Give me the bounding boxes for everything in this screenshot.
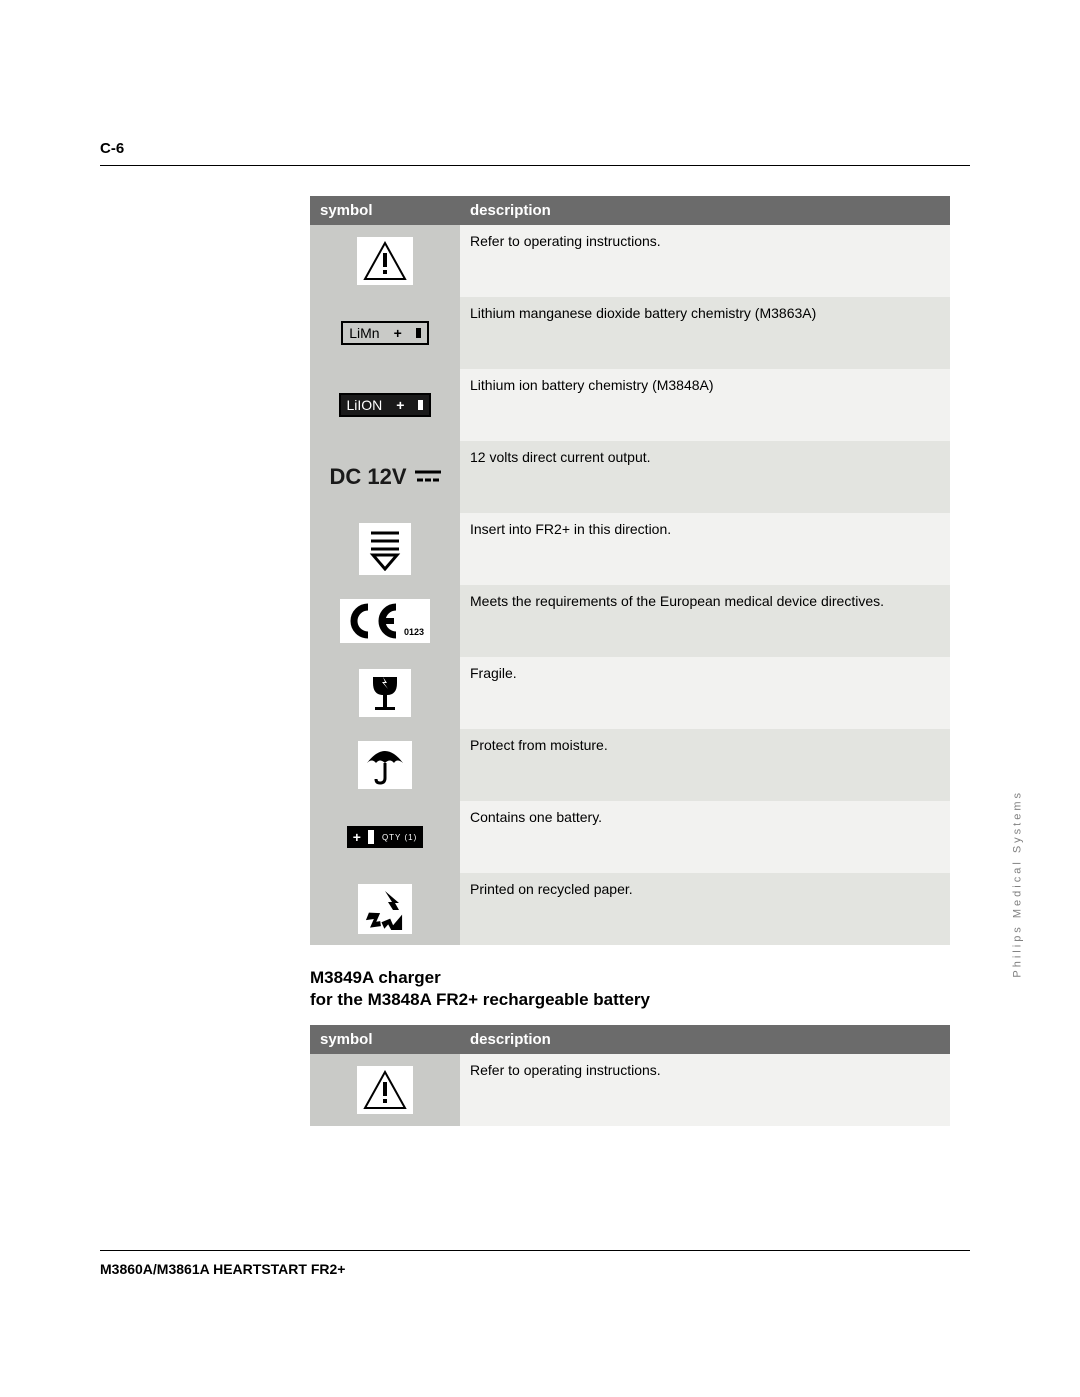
- liion-battery-icon: LiION +: [339, 393, 432, 417]
- table-row: Protect from moisture.: [310, 729, 950, 801]
- table-row: Refer to operating instructions.: [310, 1054, 950, 1126]
- table-row: DC 12V 12 volts direct current output.: [310, 441, 950, 513]
- section-title-line2: for the M3848A FR2+ rechargeable battery: [310, 990, 650, 1009]
- description-cell: Fragile.: [460, 657, 950, 729]
- description-cell: Insert into FR2+ in this direction.: [460, 513, 950, 585]
- limn-label: LiMn: [349, 325, 379, 341]
- qty-one-battery-icon: + QTY (1): [347, 826, 424, 848]
- table-header-row: symbol description: [310, 196, 950, 225]
- table-row: Printed on recycled paper.: [310, 873, 950, 945]
- symbol-cell: LiION +: [310, 369, 460, 441]
- page-number: C-6: [100, 140, 980, 157]
- limn-battery-icon: LiMn +: [341, 321, 429, 345]
- fragile-glass-icon: [359, 669, 411, 717]
- rule-top: [100, 165, 970, 166]
- description-cell: Refer to operating instructions.: [460, 225, 950, 297]
- insert-direction-icon: [359, 523, 411, 575]
- description-cell: Lithium manganese dioxide battery chemis…: [460, 297, 950, 369]
- symbol-cell: LiMn +: [310, 297, 460, 369]
- col-symbol: symbol: [310, 196, 460, 225]
- symbols-table-2: symbol description: [310, 1025, 950, 1126]
- table-row: + QTY (1) Contains one battery.: [310, 801, 950, 873]
- symbol-cell: [310, 1054, 460, 1126]
- description-cell: Refer to operating instructions.: [460, 1054, 950, 1126]
- symbol-cell: [310, 225, 460, 297]
- table-row: Refer to operating instructions.: [310, 225, 950, 297]
- dc12v-icon: DC 12V: [323, 460, 446, 494]
- page-footer: M3860A/M3861A HEARTSTART FR2+: [100, 1250, 970, 1277]
- description-cell: Meets the requirements of the European m…: [460, 585, 950, 657]
- recycle-icon: [358, 884, 412, 934]
- ce-mark-icon: 0123: [340, 599, 430, 643]
- symbol-cell: + QTY (1): [310, 801, 460, 873]
- section-title: M3849A charger for the M3848A FR2+ recha…: [310, 967, 950, 1011]
- symbol-cell: [310, 513, 460, 585]
- symbol-cell: 0123: [310, 585, 460, 657]
- description-cell: Protect from moisture.: [460, 729, 950, 801]
- table-row: LiMn + Lithium manganese dioxide battery…: [310, 297, 950, 369]
- side-publisher-text: Philips Medical Systems: [1012, 790, 1024, 978]
- dc12v-label: DC 12V: [329, 464, 406, 490]
- umbrella-icon: [358, 741, 412, 789]
- symbol-cell: [310, 873, 460, 945]
- table-row: Insert into FR2+ in this direction.: [310, 513, 950, 585]
- qty-label: QTY (1): [382, 833, 417, 842]
- symbol-cell: DC 12V: [310, 441, 460, 513]
- description-cell: Lithium ion battery chemistry (M3848A): [460, 369, 950, 441]
- col-description: description: [460, 1025, 950, 1054]
- caution-triangle-icon: [357, 1066, 413, 1114]
- table-row: Fragile.: [310, 657, 950, 729]
- col-symbol: symbol: [310, 1025, 460, 1054]
- ce-number: 0123: [404, 627, 424, 639]
- description-cell: Printed on recycled paper.: [460, 873, 950, 945]
- page: C-6 symbol description: [0, 0, 1080, 1397]
- table-header-row: symbol description: [310, 1025, 950, 1054]
- caution-triangle-icon: [357, 237, 413, 285]
- section-title-line1: M3849A charger: [310, 968, 441, 987]
- symbol-cell: [310, 729, 460, 801]
- description-cell: Contains one battery.: [460, 801, 950, 873]
- description-cell: 12 volts direct current output.: [460, 441, 950, 513]
- symbols-table-1: symbol description: [310, 196, 950, 945]
- table-row: 0123 Meets the requirements of the Europ…: [310, 585, 950, 657]
- table-row: LiION + Lithium ion battery chemistry (M…: [310, 369, 950, 441]
- col-description: description: [460, 196, 950, 225]
- content: symbol description: [310, 196, 950, 1126]
- liion-label: LiION: [347, 397, 383, 413]
- symbol-cell: [310, 657, 460, 729]
